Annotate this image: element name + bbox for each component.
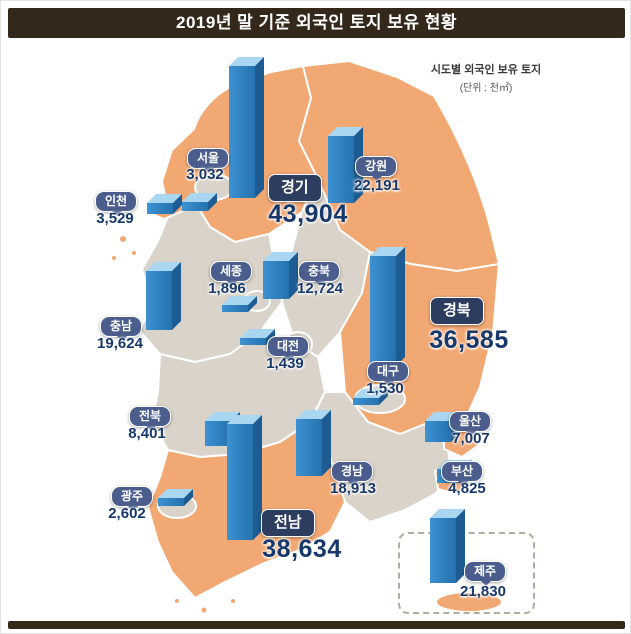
region-bar-gyeongbuk [370, 256, 396, 366]
region-badge-jeju: 제주 [464, 561, 507, 586]
region-badge-busan: 부산 [441, 461, 484, 486]
region-badge-daejeon: 대전 [267, 336, 310, 361]
region-value-gangwon: 22,191 [354, 177, 400, 194]
region-value-sejong: 1,896 [208, 280, 246, 297]
legend-title: 시도별 외국인 보유 토지 [430, 64, 542, 76]
region-bar-jeonnam [227, 424, 253, 540]
island-south-2 [229, 597, 237, 605]
island-west-2 [130, 249, 138, 257]
region-bar-incheon [147, 203, 173, 214]
footer-rule [8, 621, 625, 629]
region-badge-gyeongbuk: 경북 [430, 297, 484, 325]
island-south-3 [173, 597, 181, 605]
region-badge-gyeongnam: 경남 [331, 461, 374, 486]
region-value-daejeon: 1,439 [266, 355, 304, 372]
region-badge-ulsan: 울산 [449, 411, 492, 436]
region-value-ulsan: 7,007 [452, 430, 490, 447]
region-badge-gangwon: 강원 [355, 156, 398, 181]
region-value-jeonnam: 38,634 [262, 535, 342, 563]
region-value-gyeongbuk: 36,585 [429, 326, 509, 354]
region-badge-jeonbuk: 전북 [129, 406, 172, 431]
jeju-inset-box [398, 532, 535, 614]
island-south-1 [199, 605, 209, 615]
legend: 시도별 외국인 보유 토지 (단위 : 천㎡) [414, 61, 558, 94]
region-bar-daegu [353, 398, 379, 405]
legend-unit: (단위 : 천㎡) [459, 83, 513, 94]
region-bar-chungnam [146, 271, 172, 330]
region-badge-seoul: 서울 [187, 148, 230, 173]
island-west-3 [110, 254, 118, 262]
region-badge-gwangju: 광주 [111, 486, 154, 511]
region-value-busan: 4,825 [448, 480, 486, 497]
region-value-chungnam: 19,624 [97, 335, 143, 352]
region-bar-ulsan [425, 421, 451, 442]
region-bar-daejeon [240, 338, 266, 345]
region-badge-gyeonggi: 경기 [268, 174, 322, 202]
island-west-1 [118, 234, 128, 244]
region-value-incheon: 3,529 [96, 210, 134, 227]
region-value-seoul: 3,032 [186, 166, 224, 183]
region-value-jeju: 21,830 [460, 583, 506, 600]
region-value-jeonbuk: 8,401 [128, 425, 166, 442]
region-bar-jeju [430, 518, 456, 583]
region-badge-sejong: 세종 [210, 261, 253, 286]
region-bar-seoul [182, 202, 208, 211]
region-value-gwangju: 2,602 [108, 505, 146, 522]
region-bar-sejong [222, 305, 248, 312]
region-value-gyeongnam: 18,913 [330, 480, 376, 497]
region-bar-chungbuk [263, 261, 289, 299]
region-badge-jeonnam: 전남 [261, 509, 315, 537]
region-value-chungbuk: 12,724 [297, 280, 343, 297]
region-badge-daegu: 대구 [367, 361, 410, 386]
region-badge-chungnam: 충남 [100, 316, 143, 341]
region-bar-gangwon [328, 136, 354, 203]
region-bar-gwangju [158, 498, 184, 506]
region-bar-gyeonggi [229, 66, 255, 198]
region-value-daegu: 1,530 [366, 380, 404, 397]
region-value-gyeonggi: 43,904 [268, 200, 348, 228]
region-badge-incheon: 인천 [95, 191, 138, 216]
region-badge-chungbuk: 충북 [298, 261, 341, 286]
region-bar-gyeongnam [296, 419, 322, 476]
page-title: 2019년 말 기준 외국인 토지 보유 현황 [8, 8, 625, 38]
